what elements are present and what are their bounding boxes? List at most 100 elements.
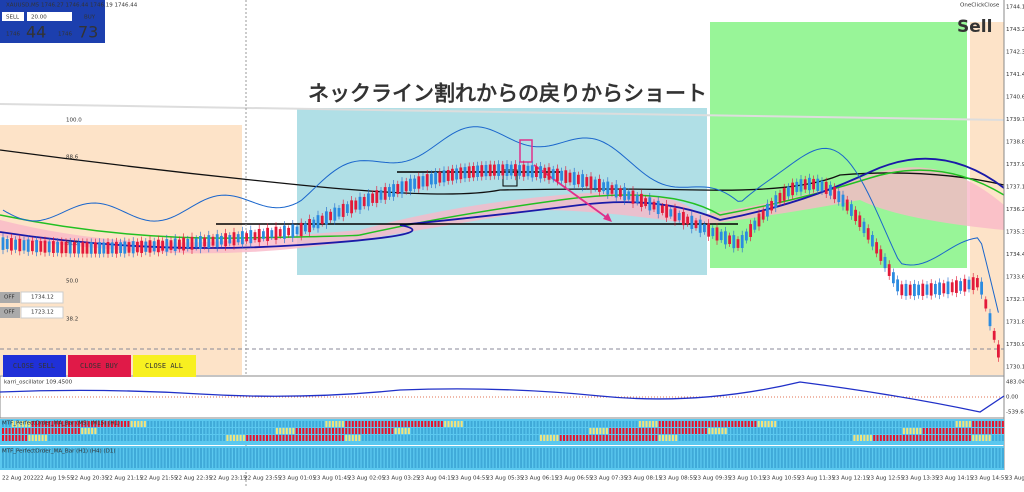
mtf-cell: [25, 428, 28, 434]
mtf-cell: [962, 428, 965, 434]
lot-input[interactable]: 20.00: [31, 15, 47, 21]
mtf-cell: [714, 435, 717, 441]
mtf-cell: [675, 448, 678, 468]
mtf-cell: [256, 428, 259, 434]
mtf-cell: [592, 428, 595, 434]
mtf-cell: [203, 421, 206, 427]
mtf-cell: [130, 448, 133, 468]
mtf-cell: [563, 448, 565, 468]
close-button[interactable]: [133, 355, 196, 377]
mtf-cell: [407, 435, 410, 441]
candle: [409, 178, 412, 192]
mtf-cell: [777, 435, 780, 441]
candle: [56, 241, 59, 253]
mtf-cell: [285, 435, 288, 441]
mtf-cell: [873, 428, 876, 434]
mtf-cell: [272, 428, 275, 434]
mtf-cell: [229, 421, 232, 427]
sell-button[interactable]: SELL: [6, 15, 20, 21]
mtf-cell: [988, 428, 991, 434]
mtf-cell: [38, 435, 41, 441]
close-button[interactable]: [68, 355, 131, 377]
close-button[interactable]: [3, 355, 66, 377]
time-tick: 23 Aug 10:55: [763, 476, 801, 482]
candle: [270, 230, 274, 238]
mtf-cell: [569, 421, 572, 427]
mtf-cell: [605, 435, 608, 441]
mtf-cell: [586, 421, 589, 427]
mtf-cell: [480, 421, 483, 427]
mtf-cell: [569, 448, 572, 468]
mtf-cell: [992, 428, 994, 434]
one-click-close[interactable]: OneClickClose: [960, 3, 1000, 9]
time-tick: 22 Aug 21:55: [140, 476, 178, 482]
candle: [627, 191, 631, 200]
mtf-cell: [35, 435, 37, 441]
mtf-cell: [754, 421, 757, 427]
mtf-cell: [407, 428, 410, 434]
mtf-cell: [536, 435, 539, 441]
candle: [992, 330, 996, 340]
mtf-cell: [770, 435, 773, 441]
mtf-cell: [457, 428, 460, 434]
candle: [690, 215, 694, 229]
time-tick: 22 Aug 20:35: [71, 476, 109, 482]
off-button[interactable]: [0, 292, 20, 303]
mtf-cell: [5, 435, 8, 441]
candle: [337, 207, 341, 217]
off-value: 1734.12: [31, 295, 54, 301]
mtf-cell: [493, 428, 496, 434]
mtf-cell: [992, 435, 994, 441]
mtf-cell: [186, 448, 189, 468]
mtf-cell: [186, 428, 189, 434]
mtf-cell: [282, 428, 285, 434]
mtf-cell: [28, 421, 31, 427]
mtf-cell: [629, 428, 631, 434]
mtf-cell: [516, 435, 519, 441]
mtf-cell: [200, 428, 202, 434]
mtf-cell: [97, 435, 100, 441]
mtf-cell: [596, 428, 598, 434]
mtf-cell: [761, 448, 763, 468]
mtf-cell: [157, 435, 160, 441]
mtf-cell: [553, 428, 556, 434]
mtf-cell: [48, 428, 51, 434]
mtf-cell: [54, 421, 57, 427]
mtf-cell: [421, 428, 424, 434]
mtf-cell: [794, 428, 796, 434]
mtf-cell: [467, 421, 470, 427]
mtf-cell: [774, 435, 777, 441]
mtf-cell: [724, 428, 727, 434]
mtf-cell: [899, 428, 902, 434]
mtf-cell: [457, 448, 460, 468]
mtf-cell: [902, 428, 905, 434]
mtf-cell: [949, 435, 952, 441]
mtf-cell: [582, 435, 585, 441]
candle: [157, 239, 160, 253]
mtf-cell: [935, 421, 938, 427]
mtf-cell: [295, 421, 298, 427]
off-button[interactable]: [0, 307, 20, 318]
candle: [623, 187, 626, 201]
mtf-cell: [252, 421, 255, 427]
mtf-cell: [935, 428, 938, 434]
candle: [598, 178, 601, 192]
mtf-cell: [586, 448, 589, 468]
mtf-cell: [137, 421, 140, 427]
mtf-cell: [279, 435, 282, 441]
mtf-cell: [883, 428, 886, 434]
mtf-cell: [846, 448, 849, 468]
mtf-cell: [734, 448, 737, 468]
mtf-cell: [338, 435, 341, 441]
mtf-cell: [236, 428, 239, 434]
mtf-cell: [810, 435, 813, 441]
mtf-cell: [724, 448, 727, 468]
mtf-cell: [417, 448, 420, 468]
mtf-cell: [688, 421, 691, 427]
labels: XAUUSD,M5 1746.27 1746.44 1746.19 1746.4…: [0, 3, 1024, 482]
candle: [257, 228, 261, 243]
mtf-cell: [919, 421, 922, 427]
mtf-cell: [414, 421, 417, 427]
mtf-cell: [926, 428, 928, 434]
buy-button[interactable]: BUY: [84, 15, 96, 21]
